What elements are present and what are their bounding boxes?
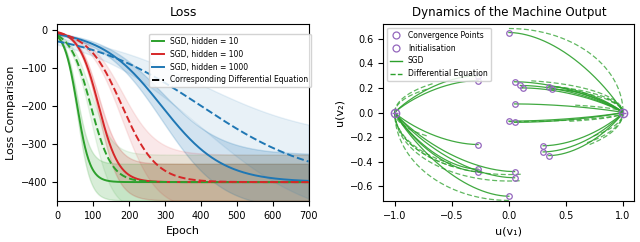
Legend: Convergence Points, Initialisation, SGD, Differential Equation: Convergence Points, Initialisation, SGD,…	[387, 28, 491, 81]
Title: Dynamics of the Machine Output: Dynamics of the Machine Output	[412, 6, 606, 19]
X-axis label: Epoch: Epoch	[166, 227, 200, 236]
X-axis label: u(v₁): u(v₁)	[495, 227, 522, 236]
Legend: SGD, hidden = 10, SGD, hidden = 100, SGD, hidden = 1000, Corresponding Different: SGD, hidden = 10, SGD, hidden = 100, SGD…	[149, 34, 311, 87]
Title: Loss: Loss	[170, 6, 196, 19]
Y-axis label: Loss Comparison: Loss Comparison	[6, 65, 15, 160]
Y-axis label: u(v₂): u(v₂)	[335, 99, 344, 126]
